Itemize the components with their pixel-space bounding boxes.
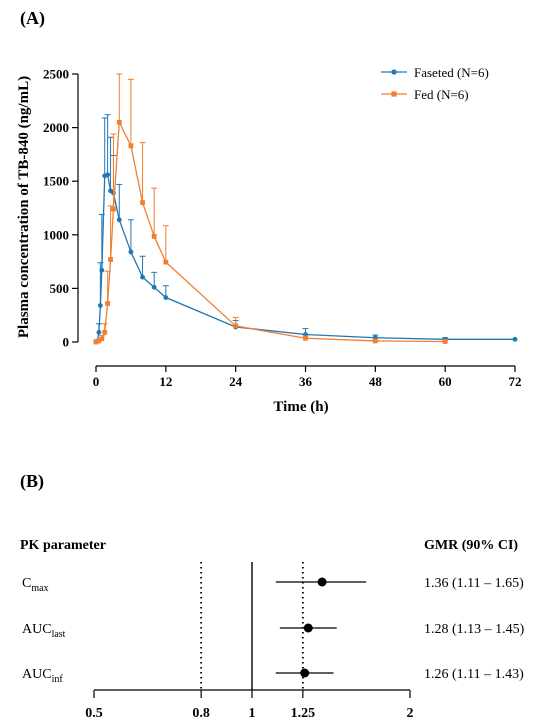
x-axis-label: Time (h) — [273, 399, 328, 415]
panel-b-label: (B) — [20, 471, 44, 492]
data-point — [128, 249, 134, 255]
forest-x-tick-label: 1.25 — [291, 706, 316, 721]
param-name: C — [22, 576, 31, 591]
param-name: AUC — [22, 667, 52, 682]
legend: Faseted (N=6) Fed (N=6) — [381, 65, 489, 102]
data-point — [99, 336, 105, 342]
data-point — [128, 143, 134, 149]
data-point — [372, 338, 378, 344]
legend-marker — [391, 69, 397, 75]
gmr-point — [317, 577, 327, 587]
param-name: AUC — [22, 622, 52, 637]
series-0 — [93, 114, 518, 345]
x-tick-label: 0 — [93, 374, 100, 389]
data-point — [99, 267, 105, 273]
gmr-point — [300, 668, 310, 678]
panel-a: (A) Plasma concentration of TB-840 (ng/m… — [16, 8, 522, 415]
data-point — [111, 206, 116, 212]
legend-label: Faseted (N=6) — [414, 65, 489, 80]
y-tick-label: 1500 — [43, 174, 69, 189]
y-tick-label: 500 — [50, 281, 70, 296]
row-label: AUClast — [22, 622, 66, 640]
forest-x-tick-label: 2 — [407, 706, 414, 721]
y-axis-label: Plasma concentration of TB-840 (ng/mL) — [16, 76, 32, 338]
data-point — [102, 329, 108, 335]
data-point — [140, 200, 145, 206]
x-tick-label: 72 — [509, 374, 522, 389]
series-line — [95, 119, 446, 343]
data-point — [233, 323, 239, 329]
legend-label: Fed (N=6) — [414, 87, 469, 102]
panel-b: (B) PK parameter GMR (90% CI) 0.5 0.8 1 1.2… — [20, 471, 525, 721]
data-point — [108, 257, 113, 262]
y-tick-label: 2000 — [43, 120, 69, 135]
data-point — [96, 329, 102, 335]
param-subscript: max — [31, 583, 48, 594]
data-point — [105, 301, 111, 306]
series-1 — [93, 73, 449, 345]
axes-a: 0 12 24 36 48 60 72 0 500 1000 1500 2000 2500 — [43, 67, 522, 390]
param-subscript: last — [52, 629, 66, 640]
y-tick-label: 1000 — [43, 227, 69, 242]
data-point — [151, 284, 157, 290]
gmr-point — [303, 623, 313, 633]
x-tick-label: 24 — [229, 374, 243, 389]
series-line — [95, 173, 515, 343]
forest-x-tick-label: 1 — [249, 706, 256, 721]
panel-a-label: (A) — [20, 8, 45, 29]
data-point — [93, 339, 99, 345]
data-point — [151, 234, 157, 239]
data-point — [116, 119, 122, 125]
data-point — [303, 335, 308, 341]
y-tick-label: 0 — [63, 335, 70, 350]
y-tick-label: 2500 — [43, 67, 69, 82]
data-point — [512, 336, 518, 342]
x-tick-label: 60 — [439, 374, 452, 389]
data-point — [442, 339, 448, 344]
data-point — [140, 274, 145, 280]
legend-marker — [391, 91, 397, 97]
param-subscript: inf — [52, 674, 64, 685]
x-tick-label: 48 — [369, 374, 383, 389]
header-pk-parameter: PK parameter — [20, 538, 106, 553]
ci-text: 1.28 (1.13 – 1.45) — [424, 622, 525, 637]
forest-x-tick-label: 0.5 — [85, 706, 103, 721]
header-gmr: GMR (90% CI) — [424, 538, 518, 553]
ci-text: 1.26 (1.11 – 1.43) — [424, 667, 524, 682]
data-point — [116, 217, 122, 223]
data-point — [96, 338, 102, 344]
data-point — [105, 172, 111, 178]
data-point — [97, 303, 103, 308]
forest-x-tick-label: 0.8 — [192, 706, 210, 721]
data-point — [163, 295, 169, 300]
x-tick-label: 36 — [299, 374, 313, 389]
x-tick-label: 12 — [159, 374, 172, 389]
plot-area-a — [93, 73, 518, 345]
row-label: Cmax — [22, 576, 49, 594]
ci-text: 1.36 (1.11 – 1.65) — [424, 576, 524, 591]
row-label: AUCinf — [22, 667, 63, 685]
data-point — [163, 259, 169, 265]
